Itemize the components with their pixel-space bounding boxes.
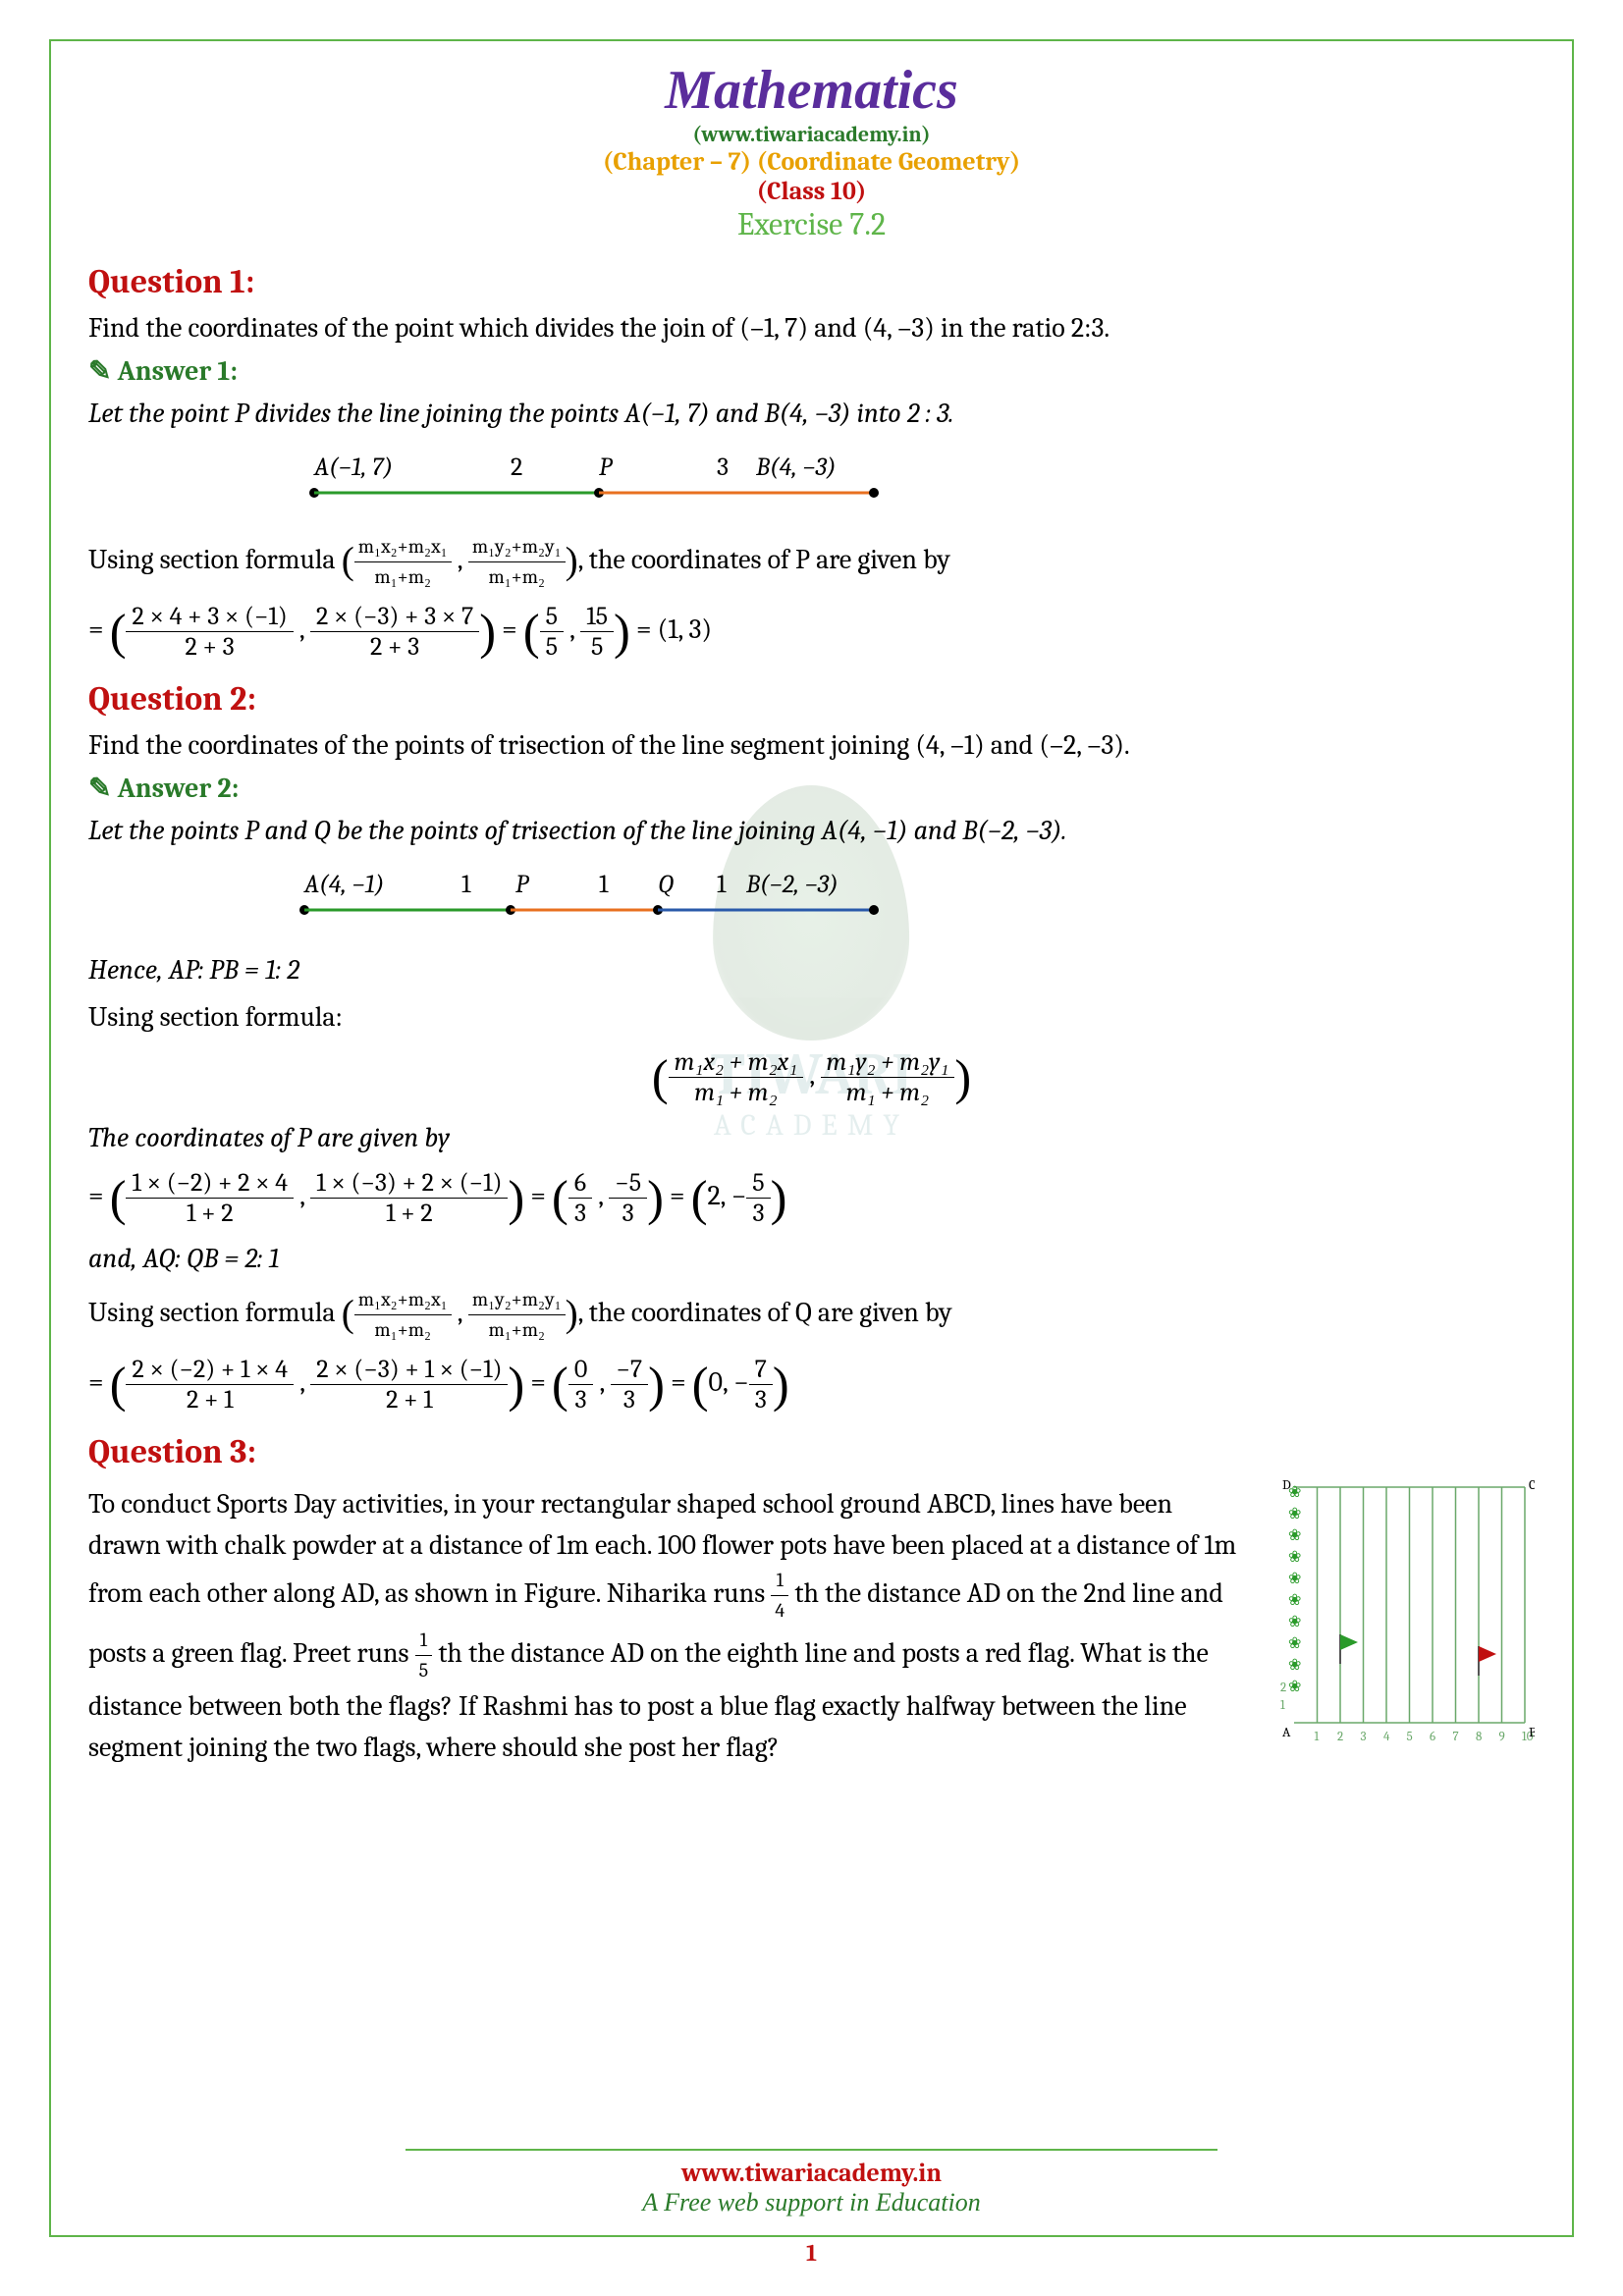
svg-text:1: 1 — [599, 871, 609, 899]
svg-text:❀: ❀ — [1288, 1656, 1301, 1674]
q2-aq-qb: and, AQ: QB = 2: 1 — [88, 1238, 1535, 1279]
svg-text:5: 5 — [1407, 1730, 1413, 1744]
svg-text:❀: ❀ — [1288, 1505, 1301, 1522]
question-3-title: Question 3: — [88, 1432, 1535, 1471]
class: (Class 10) — [88, 177, 1535, 206]
footer-site: www.tiwariacademy.in — [0, 2159, 1623, 2188]
q2-using: Using section formula: — [88, 996, 1535, 1038]
svg-text:C: C — [1529, 1477, 1535, 1493]
svg-text:P: P — [599, 454, 614, 482]
svg-text:❀: ❀ — [1288, 1678, 1301, 1695]
q1-diagram: A(−1, 7) 2 P 3 B(4, −3) — [265, 454, 1535, 512]
svg-text:B(4, −3): B(4, −3) — [755, 454, 837, 482]
question-2-text: Find the coordinates of the points of tr… — [88, 724, 1535, 766]
footer-tag: A Free web support in Education — [0, 2188, 1623, 2217]
svg-text:2: 2 — [1337, 1730, 1343, 1744]
chapter: (Chapter – 7) (Coordinate Geometry) — [88, 147, 1535, 177]
q2-diagram: A(4, −1) 1 P 1 Q 1 B(−2, −3) — [265, 871, 1535, 930]
q2-p-intro: The coordinates of P are given by — [88, 1117, 1535, 1158]
svg-text:2: 2 — [1280, 1681, 1286, 1695]
footer: www.tiwariacademy.in A Free web support … — [0, 2149, 1623, 2217]
svg-text:A(4, −1): A(4, −1) — [303, 871, 384, 899]
svg-text:❀: ❀ — [1288, 1570, 1301, 1587]
answer-2-title: Answer 2: — [88, 772, 1535, 804]
question-1-text: Find the coordinates of the point which … — [88, 307, 1535, 348]
svg-text:Q: Q — [658, 871, 674, 899]
svg-text:1: 1 — [461, 871, 471, 899]
svg-text:P: P — [515, 871, 530, 899]
svg-text:1: 1 — [1315, 1730, 1320, 1744]
question-3-text: To conduct Sports Day activities, in you… — [88, 1483, 1240, 1768]
question-1-title: Question 1: — [88, 262, 1535, 301]
svg-text:❀: ❀ — [1288, 1548, 1301, 1566]
svg-text:❀: ❀ — [1288, 1526, 1301, 1544]
question-3-figure: 12345678910DCAB12❀❀❀❀❀❀❀❀❀❀ — [1260, 1477, 1535, 1774]
title: Mathematics — [88, 59, 1535, 122]
svg-text:9: 9 — [1499, 1730, 1505, 1744]
answer-1-intro: Let the point P divides the line joining… — [88, 393, 1535, 434]
svg-text:❀: ❀ — [1288, 1613, 1301, 1630]
svg-text:B(−2, −3): B(−2, −3) — [745, 871, 839, 899]
svg-text:4: 4 — [1383, 1730, 1390, 1744]
svg-text:6: 6 — [1430, 1730, 1435, 1744]
page-number: 1 — [0, 2239, 1623, 2267]
svg-text:❀: ❀ — [1288, 1591, 1301, 1609]
svg-text:❀: ❀ — [1288, 1483, 1301, 1501]
q2-p-calc: = (1 × (−2) + 2 × 41 + 2 , 1 × (−3) + 2 … — [88, 1168, 1535, 1228]
q2-q-calc: = (2 × (−2) + 1 × 42 + 1 , 2 × (−3) + 1 … — [88, 1355, 1535, 1415]
svg-text:3: 3 — [1361, 1730, 1367, 1744]
svg-text:8: 8 — [1476, 1730, 1482, 1744]
svg-text:A(−1, 7): A(−1, 7) — [313, 454, 393, 482]
answer-2-intro: Let the points P and Q be the points of … — [88, 810, 1535, 851]
page-header: Mathematics (www.tiwariacademy.in) (Chap… — [88, 59, 1535, 242]
svg-text:1: 1 — [717, 871, 727, 899]
svg-text:2: 2 — [511, 454, 522, 482]
site-url: (www.tiwariacademy.in) — [88, 122, 1535, 147]
q1-calc: = (2 × 4 + 3 × (−1)2 + 3 , 2 × (−3) + 3 … — [88, 602, 1535, 662]
exercise: Exercise 7.2 — [88, 206, 1535, 242]
q2-q-formula-line: Using section formula (m₁x₂+m₂x₁m₁+m₂ , … — [88, 1285, 1535, 1345]
q2-section-formula: (m₁x₂ + m₂x₁m₁ + m₂ , m₁y₂ + m₂y₁m₁ + m₂… — [88, 1047, 1535, 1107]
question-2-title: Question 2: — [88, 679, 1535, 719]
q1-formula-line: Using section formula (m₁x₂+m₂x₁m₁+m₂ , … — [88, 532, 1535, 592]
svg-text:1: 1 — [1280, 1698, 1285, 1713]
answer-1-title: Answer 1: — [88, 354, 1535, 387]
svg-text:B: B — [1529, 1724, 1535, 1740]
svg-text:7: 7 — [1453, 1730, 1459, 1744]
q2-ap-pb: Hence, AP: PB = 1: 2 — [88, 949, 1535, 990]
svg-text:❀: ❀ — [1288, 1634, 1301, 1652]
svg-text:A: A — [1282, 1724, 1291, 1740]
svg-text:3: 3 — [717, 454, 729, 482]
